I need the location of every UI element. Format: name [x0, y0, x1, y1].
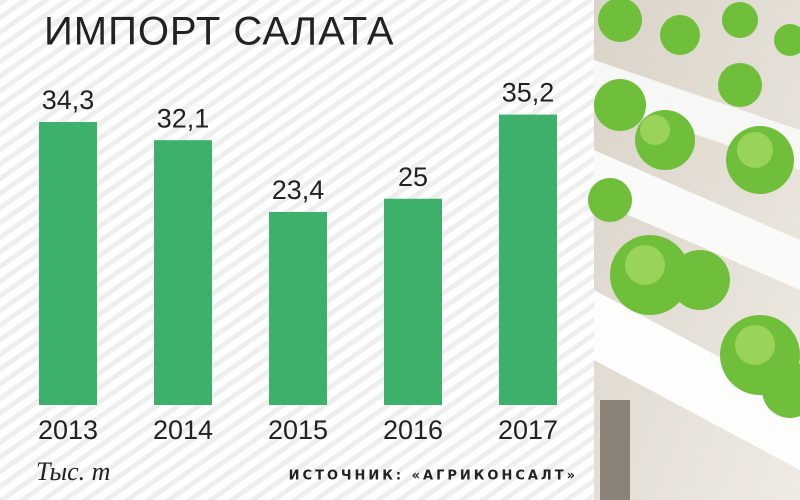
value-label: 35,2: [502, 78, 555, 108]
bar: [154, 140, 212, 406]
value-label: 32,1: [157, 103, 210, 133]
chart-title: ИМПОРТ САЛАТА: [44, 10, 395, 54]
x-tick-label: 2014: [153, 415, 213, 445]
value-label: 23,4: [272, 175, 325, 205]
bar: [269, 211, 327, 405]
x-tick-label: 2016: [383, 415, 443, 445]
bar: [39, 122, 97, 406]
x-tick-label: 2013: [38, 415, 98, 445]
bar: [499, 114, 557, 405]
x-tick-label: 2017: [498, 415, 558, 445]
unit-label: Тыс. т: [36, 457, 110, 486]
x-tick-label: 2015: [268, 415, 328, 445]
value-label: 25: [398, 162, 428, 192]
value-label: 34,3: [42, 85, 95, 115]
source: ИСТОЧНИК: «АГРИКОНСАЛТ»: [289, 469, 578, 484]
bar: [384, 198, 442, 405]
photo: [588, 0, 800, 500]
